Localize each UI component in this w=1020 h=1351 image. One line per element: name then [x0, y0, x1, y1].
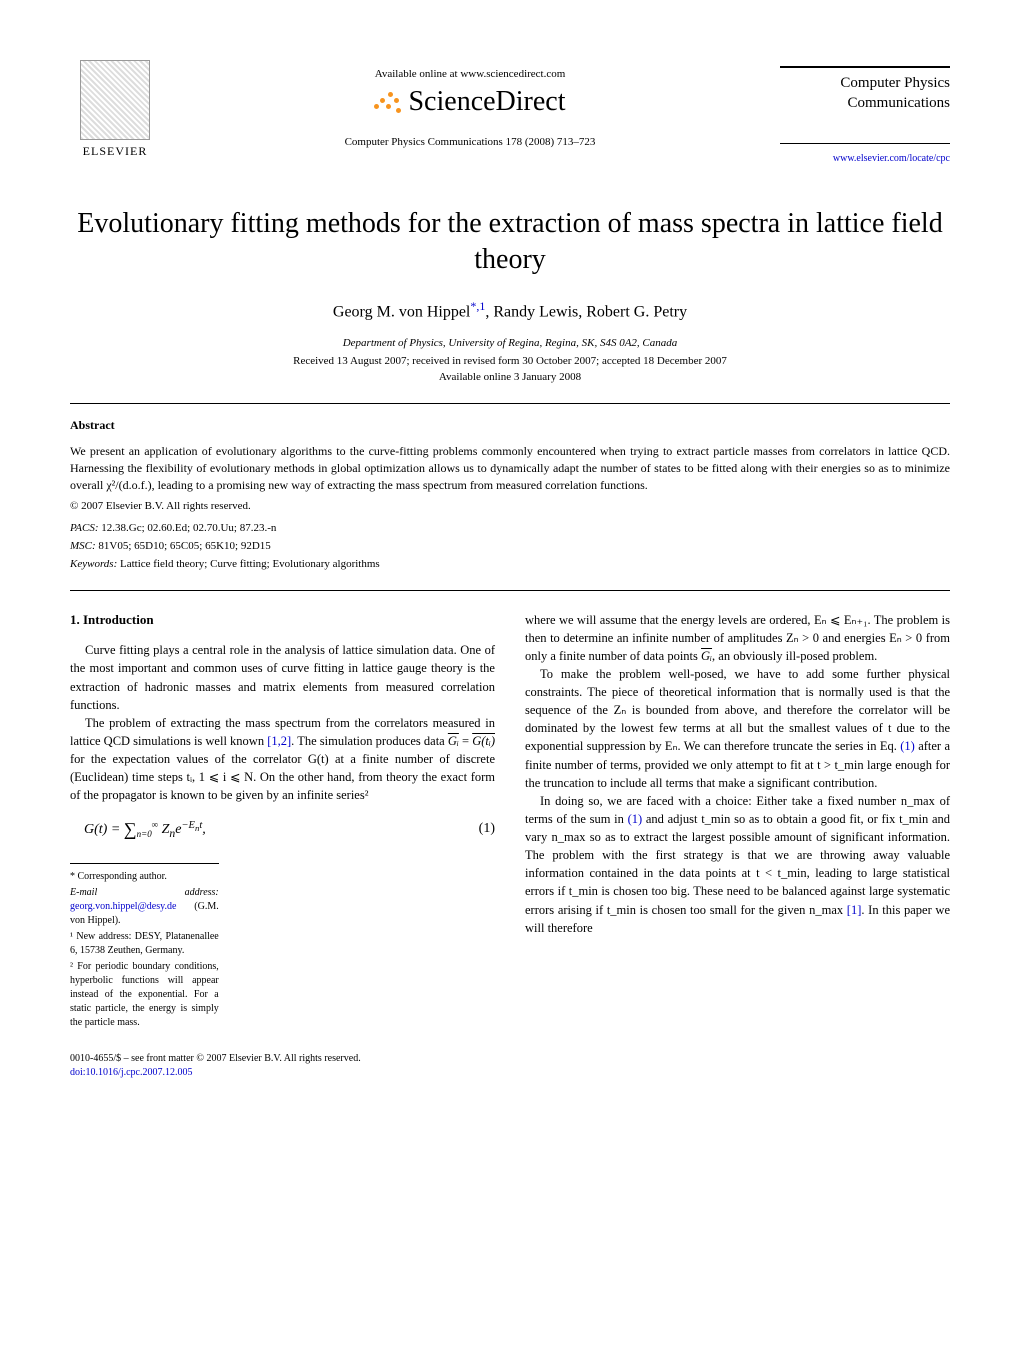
two-column-body: 1. Introduction Curve fitting plays a ce…	[70, 611, 950, 1033]
journal-name-line2: Communications	[848, 95, 951, 111]
article-title: Evolutionary fitting methods for the ext…	[70, 206, 950, 279]
journal-box: Computer Physics Communications www.else…	[780, 60, 950, 166]
msc-label: MSC:	[70, 540, 96, 552]
keywords-values: Lattice field theory; Curve fitting; Evo…	[117, 558, 379, 570]
keywords-label: Keywords:	[70, 558, 117, 570]
pacs-values: 12.38.Gc; 02.60.Ed; 02.70.Uu; 87.23.-n	[99, 522, 277, 534]
equation-1-body: G(t) = ∑n=0∞ Zne−Ent,	[70, 814, 465, 843]
page-footer: 0010-4655/$ – see front matter © 2007 El…	[70, 1052, 950, 1080]
divider-1	[70, 403, 950, 404]
authors-line: Georg M. von Hippel*,1, Randy Lewis, Rob…	[70, 299, 950, 321]
abstract-heading: Abstract	[70, 418, 950, 433]
available-online-text: Available online at www.sciencedirect.co…	[160, 68, 780, 80]
pacs-line: PACS: 12.38.Gc; 02.60.Ed; 02.70.Uu; 87.2…	[70, 522, 950, 534]
sciencedirect-logo: ScienceDirect	[160, 86, 780, 118]
sciencedirect-text: ScienceDirect	[408, 86, 565, 118]
journal-url-link[interactable]: www.elsevier.com/locate/cpc	[833, 153, 950, 164]
section-1-heading: 1. Introduction	[70, 611, 495, 630]
keywords-line: Keywords: Lattice field theory; Curve fi…	[70, 558, 950, 570]
received-dates: Received 13 August 2007; received in rev…	[70, 355, 950, 367]
sciencedirect-dots-icon	[374, 90, 402, 114]
right-column: where we will assume that the energy lev…	[525, 611, 950, 1033]
center-header: Available online at www.sciencedirect.co…	[160, 60, 780, 148]
header-row: ELSEVIER Available online at www.science…	[70, 60, 950, 166]
left-column: 1. Introduction Curve fitting plays a ce…	[70, 611, 495, 1033]
paragraph-1: Curve fitting plays a central role in th…	[70, 641, 495, 714]
publisher-logo: ELSEVIER	[70, 60, 160, 159]
footnote-email: E-mail address: georg.von.hippel@desy.de…	[70, 886, 219, 928]
pacs-label: PACS:	[70, 522, 99, 534]
paragraph-2: The problem of extracting the mass spect…	[70, 714, 495, 805]
abstract-copyright: © 2007 Elsevier B.V. All rights reserved…	[70, 500, 950, 512]
journal-bottom-rule	[780, 143, 950, 144]
footnote-1: ¹ New address: DESY, Platanenallee 6, 15…	[70, 930, 219, 958]
journal-name-line1: Computer Physics	[840, 75, 950, 91]
eq-ref-1a[interactable]: (1)	[900, 739, 915, 753]
footnote-2: ² For periodic boundary conditions, hype…	[70, 960, 219, 1030]
publisher-name: ELSEVIER	[83, 144, 148, 159]
paragraph-5: In doing so, we are faced with a choice:…	[525, 792, 950, 937]
msc-values: 81V05; 65D10; 65C05; 65K10; 92D15	[96, 540, 271, 552]
citation-line: Computer Physics Communications 178 (200…	[160, 136, 780, 148]
eq-ref-1b[interactable]: (1)	[628, 812, 643, 826]
author-1-marks[interactable]: *,1	[470, 299, 485, 313]
elsevier-tree-icon	[80, 60, 150, 140]
footnotes: * Corresponding author. E-mail address: …	[70, 863, 219, 1030]
divider-2	[70, 590, 950, 591]
equation-1: G(t) = ∑n=0∞ Zne−Ent, (1)	[70, 814, 495, 843]
paragraph-3: where we will assume that the energy lev…	[525, 611, 950, 665]
equation-1-number: (1)	[465, 819, 495, 839]
footnote-corresponding: * Corresponding author.	[70, 870, 219, 884]
abstract-text: We present an application of evolutionar…	[70, 443, 950, 493]
doi-link[interactable]: doi:10.1016/j.cpc.2007.12.005	[70, 1067, 193, 1078]
journal-name: Computer Physics Communications	[780, 74, 950, 113]
author-1: Georg M. von Hippel	[333, 303, 470, 320]
email-link[interactable]: georg.von.hippel@desy.de	[70, 901, 176, 912]
ref-link-1[interactable]: [1]	[847, 903, 862, 917]
paragraph-4: To make the problem well-posed, we have …	[525, 665, 950, 792]
online-date: Available online 3 January 2008	[70, 371, 950, 383]
authors-rest: , Randy Lewis, Robert G. Petry	[485, 303, 687, 320]
affiliation: Department of Physics, University of Reg…	[70, 337, 950, 349]
journal-top-rule	[780, 66, 950, 68]
footer-line-1: 0010-4655/$ – see front matter © 2007 El…	[70, 1052, 950, 1066]
msc-line: MSC: 81V05; 65D10; 65C05; 65K10; 92D15	[70, 540, 950, 552]
ref-link-1-2[interactable]: [1,2]	[267, 734, 291, 748]
